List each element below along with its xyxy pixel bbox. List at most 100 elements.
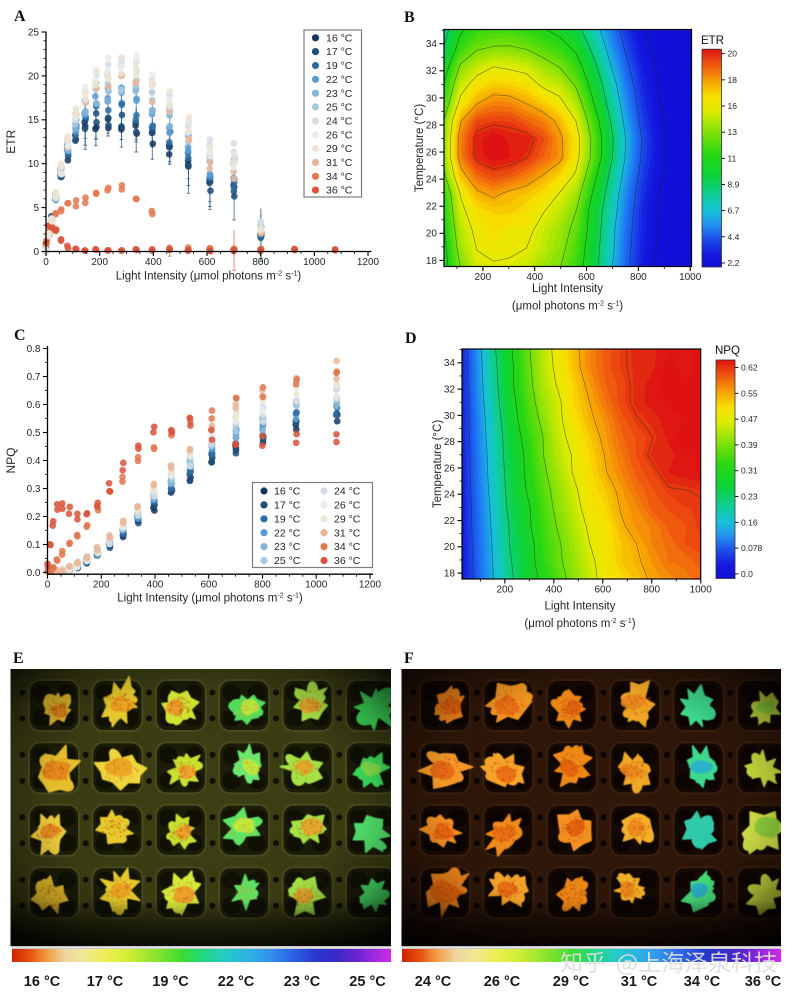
svg-text:17 °C: 17 °C xyxy=(326,46,353,58)
svg-text:0.31: 0.31 xyxy=(741,466,758,476)
svg-text:28: 28 xyxy=(426,120,438,131)
svg-text:18: 18 xyxy=(426,256,438,267)
svg-text:0.16: 0.16 xyxy=(741,517,758,527)
svg-text:0.7: 0.7 xyxy=(27,372,41,383)
svg-text:200: 200 xyxy=(496,585,513,596)
svg-text:800: 800 xyxy=(252,257,269,268)
svg-text:19 °C: 19 °C xyxy=(274,513,301,525)
svg-text:28: 28 xyxy=(444,437,456,448)
svg-text:400: 400 xyxy=(526,272,543,283)
svg-text:20: 20 xyxy=(728,49,738,59)
svg-text:26: 26 xyxy=(444,463,456,474)
svg-text:16 °C: 16 °C xyxy=(24,974,61,990)
svg-text:25 °C: 25 °C xyxy=(349,974,386,990)
svg-text:600: 600 xyxy=(199,257,216,268)
svg-text:32: 32 xyxy=(426,66,438,77)
svg-text:26 °C: 26 °C xyxy=(484,974,521,990)
svg-text:29 °C: 29 °C xyxy=(334,513,361,525)
svg-text:17 °C: 17 °C xyxy=(274,500,301,512)
svg-text:Light Intensity (μmol photons: Light Intensity (μmol photons m-2 s-1) xyxy=(116,270,302,283)
svg-text:200: 200 xyxy=(93,580,110,591)
svg-text:600: 600 xyxy=(200,580,217,591)
svg-text:34 °C: 34 °C xyxy=(334,541,361,553)
svg-text:400: 400 xyxy=(147,580,164,591)
svg-text:19 °C: 19 °C xyxy=(152,974,189,990)
svg-text:(μmol photons m-2 s-1): (μmol photons m-2 s-1) xyxy=(524,618,635,630)
svg-text:200: 200 xyxy=(91,257,108,268)
svg-text:800: 800 xyxy=(630,272,647,283)
svg-text:0.5: 0.5 xyxy=(27,428,41,439)
svg-text:17 °C: 17 °C xyxy=(87,974,124,990)
svg-text:200: 200 xyxy=(475,272,492,283)
svg-text:22: 22 xyxy=(426,202,438,213)
svg-text:22 °C: 22 °C xyxy=(218,974,255,990)
svg-text:20: 20 xyxy=(426,229,438,240)
svg-text:0.6: 0.6 xyxy=(27,400,41,411)
svg-text:4.4: 4.4 xyxy=(728,232,740,242)
svg-text:0.3: 0.3 xyxy=(27,484,41,495)
svg-text:23 °C: 23 °C xyxy=(284,974,321,990)
svg-text:0.47: 0.47 xyxy=(741,414,758,424)
svg-text:1000: 1000 xyxy=(690,585,713,596)
svg-text:8.9: 8.9 xyxy=(728,180,740,190)
svg-text:0.0: 0.0 xyxy=(27,568,41,579)
svg-text:36 °C: 36 °C xyxy=(745,974,782,990)
svg-text:1000: 1000 xyxy=(303,257,326,268)
svg-text:23 °C: 23 °C xyxy=(326,88,353,100)
svg-text:13: 13 xyxy=(728,127,738,137)
svg-text:0.62: 0.62 xyxy=(741,363,758,373)
svg-text:18: 18 xyxy=(728,75,738,85)
svg-text:400: 400 xyxy=(145,257,162,268)
svg-text:2.2: 2.2 xyxy=(728,258,740,268)
svg-text:26: 26 xyxy=(426,148,438,159)
svg-text:E: E xyxy=(13,650,24,667)
svg-text:29 °C: 29 °C xyxy=(326,143,353,155)
svg-text:24 °C: 24 °C xyxy=(415,974,452,990)
svg-text:36 °C: 36 °C xyxy=(334,555,361,567)
svg-text:1000: 1000 xyxy=(305,580,328,591)
svg-text:19 °C: 19 °C xyxy=(326,60,353,72)
svg-text:34: 34 xyxy=(426,39,438,50)
svg-text:1000: 1000 xyxy=(679,272,702,283)
svg-text:NPQ: NPQ xyxy=(4,447,18,473)
svg-text:29 °C: 29 °C xyxy=(553,974,590,990)
svg-text:0: 0 xyxy=(43,257,49,268)
svg-text:0.4: 0.4 xyxy=(27,456,41,467)
svg-text:0.078: 0.078 xyxy=(741,543,763,553)
svg-text:1200: 1200 xyxy=(359,580,382,591)
svg-text:24 °C: 24 °C xyxy=(334,486,361,498)
svg-text:20: 20 xyxy=(28,71,40,82)
svg-text:25: 25 xyxy=(28,27,40,38)
svg-text:1200: 1200 xyxy=(357,257,380,268)
svg-text:11: 11 xyxy=(728,153,737,163)
svg-text:36 °C: 36 °C xyxy=(326,185,353,197)
svg-text:Light Intensity: Light Intensity xyxy=(532,283,603,295)
svg-text:0: 0 xyxy=(45,580,51,591)
svg-text:15: 15 xyxy=(28,115,40,126)
svg-text:30: 30 xyxy=(426,93,438,104)
svg-text:800: 800 xyxy=(254,580,271,591)
svg-text:23 °C: 23 °C xyxy=(274,541,301,553)
svg-text:10: 10 xyxy=(28,159,40,170)
svg-text:600: 600 xyxy=(578,272,595,283)
svg-text:26 °C: 26 °C xyxy=(334,500,361,512)
svg-text:20: 20 xyxy=(444,542,456,553)
svg-text:(μmol photons m-2 s-1): (μmol photons m-2 s-1) xyxy=(512,301,623,313)
svg-text:0.39: 0.39 xyxy=(741,440,758,450)
svg-text:30: 30 xyxy=(444,411,456,422)
svg-text:0.55: 0.55 xyxy=(741,388,758,398)
svg-text:A: A xyxy=(14,8,26,25)
svg-text:16 °C: 16 °C xyxy=(326,32,353,44)
svg-text:22 °C: 22 °C xyxy=(326,74,353,86)
svg-text:25 °C: 25 °C xyxy=(326,102,353,114)
svg-text:31 °C: 31 °C xyxy=(326,157,353,169)
svg-text:0.23: 0.23 xyxy=(741,492,758,502)
svg-text:Temperature (°C): Temperature (°C) xyxy=(432,420,444,508)
svg-text:Light Intensity: Light Intensity xyxy=(545,601,616,613)
svg-text:34: 34 xyxy=(444,358,456,369)
svg-text:0.8: 0.8 xyxy=(27,344,41,355)
svg-text:26 °C: 26 °C xyxy=(326,129,353,141)
svg-text:24: 24 xyxy=(444,490,456,501)
svg-text:F: F xyxy=(404,650,414,667)
svg-text:0.2: 0.2 xyxy=(27,512,41,523)
